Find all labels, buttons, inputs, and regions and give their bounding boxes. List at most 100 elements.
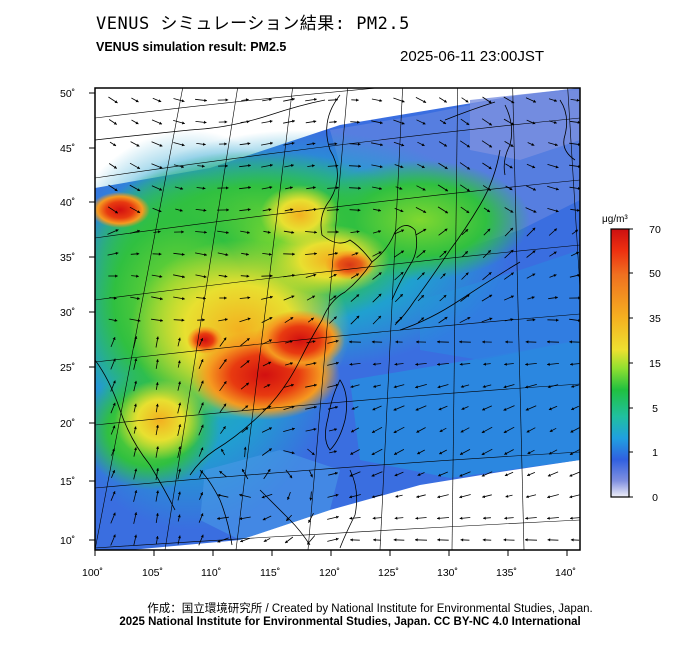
wind-arrow-head: [422, 187, 426, 191]
wind-arrow-head: [532, 318, 536, 322]
wind-arrow-head: [307, 541, 310, 545]
wind-arrow-head: [177, 337, 181, 341]
wind-arrow-head: [155, 359, 159, 362]
wind-arrow-head: [444, 166, 448, 169]
wind-arrow-head: [239, 517, 243, 521]
wind-arrow-head: [482, 340, 485, 344]
wind-arrow-head: [378, 230, 381, 234]
colorbar-label-5: 5: [652, 403, 658, 415]
wind-arrow-head: [178, 424, 182, 427]
wind-arrow-head: [437, 538, 440, 542]
wind-arrow-head: [159, 297, 163, 301]
wind-arrow-head: [505, 340, 508, 344]
wind-arrow-head: [112, 512, 116, 516]
wind-arrow-head: [416, 495, 420, 499]
wind-arrow-head: [378, 315, 381, 319]
wind-arrow-head: [532, 227, 536, 231]
wind-arrow-head: [200, 492, 203, 496]
wind-arrow-head: [203, 142, 206, 146]
wind-arrow-head: [136, 143, 140, 147]
wind-arrow-head: [112, 534, 116, 538]
wind-arrow-head: [505, 494, 509, 498]
wind-arrow-head: [488, 100, 492, 103]
wind-arrow-head: [349, 362, 353, 366]
wind-arrow-head: [217, 539, 221, 543]
wind-arrow-head: [459, 362, 463, 366]
wind-arrow-head: [532, 187, 536, 191]
wind-arrow-head: [569, 452, 573, 455]
wind-arrow-head: [269, 119, 273, 123]
wind-arrow-head: [177, 491, 181, 495]
wind-arrow-head: [554, 143, 558, 147]
wind-arrow-head: [355, 252, 359, 256]
wind-arrow-head: [399, 294, 403, 297]
wind-arrow-head: [112, 380, 116, 384]
wind-arrow-head: [262, 517, 266, 521]
wind-arrow-head: [291, 427, 295, 431]
wind-arrow-head: [439, 451, 443, 455]
wind-arrow-head: [291, 295, 295, 299]
wind-arrow-head: [289, 340, 293, 344]
lon-label-120: 120˚: [319, 567, 340, 579]
wind-arrow-head: [225, 98, 229, 102]
wind-arrow-head: [373, 538, 376, 542]
wind-arrow-head: [155, 513, 159, 516]
wind-arrow-head: [287, 496, 290, 500]
wind-arrow-head: [438, 407, 442, 411]
wind-arrow-head: [312, 295, 315, 299]
wind-arrow-head: [313, 427, 317, 431]
wind-arrow-head: [395, 340, 398, 344]
wind-arrow-head: [335, 98, 338, 102]
wind-arrow-head: [488, 122, 492, 126]
wind-arrow-head: [399, 186, 403, 190]
wind-arrow-head: [247, 317, 251, 321]
wind-arrow-head: [333, 274, 337, 277]
lat-label-40: 40˚: [60, 197, 75, 209]
wind-arrow-head: [113, 165, 117, 169]
wind-arrow-head: [242, 469, 245, 472]
wind-arrow-head: [247, 296, 251, 300]
wind-arrow-head: [112, 491, 116, 495]
wind-arrow-head: [555, 187, 559, 191]
wind-arrow-head: [421, 272, 425, 276]
wind-arrow-head: [134, 534, 138, 538]
wind-arrow-head: [527, 473, 531, 477]
wind-arrow-head: [393, 430, 397, 433]
wind-arrow-head: [114, 188, 118, 191]
wind-arrow-head: [356, 294, 360, 298]
wind-arrow-head: [481, 452, 485, 455]
copyright-line: 2025 National Institute for Environmenta…: [119, 616, 581, 628]
wind-arrow-head: [503, 430, 507, 433]
wind-arrow-head: [394, 362, 398, 366]
wind-arrow-head: [349, 340, 352, 344]
wind-arrow-head: [335, 537, 339, 541]
wind-arrow-head: [358, 186, 361, 190]
wind-arrow-head: [442, 273, 446, 277]
wind-arrow-head: [201, 164, 205, 168]
wind-arrow-head: [510, 143, 514, 147]
wind-arrow-head: [269, 274, 273, 278]
wind-arrow-head: [247, 142, 251, 146]
wind-vector-field: [107, 96, 580, 546]
wind-arrow-head: [202, 318, 205, 322]
wind-arrow-head: [394, 473, 398, 477]
wind-arrow-head: [511, 122, 514, 125]
wind-arrow-head: [115, 229, 119, 233]
wind-arrow-head: [466, 294, 470, 298]
wind-arrow-head: [291, 405, 295, 409]
wind-arrow-head: [379, 121, 383, 125]
wind-arrow-head: [269, 317, 273, 320]
wind-arrow-head: [504, 362, 507, 366]
wind-arrow-head: [224, 318, 228, 322]
wind-arrow-head: [112, 402, 116, 406]
wind-arrow-head: [422, 250, 426, 254]
wind-arrow-head: [336, 208, 339, 212]
wind-arrow-head: [334, 428, 337, 432]
wind-arrow-head: [525, 538, 528, 542]
wind-arrow-head: [571, 407, 575, 411]
wind-arrow-head: [575, 251, 579, 255]
wind-arrow-head: [575, 229, 578, 233]
wind-arrow-head: [555, 165, 559, 169]
wind-arrow-head: [204, 230, 207, 234]
wind-arrow-head: [380, 143, 383, 147]
